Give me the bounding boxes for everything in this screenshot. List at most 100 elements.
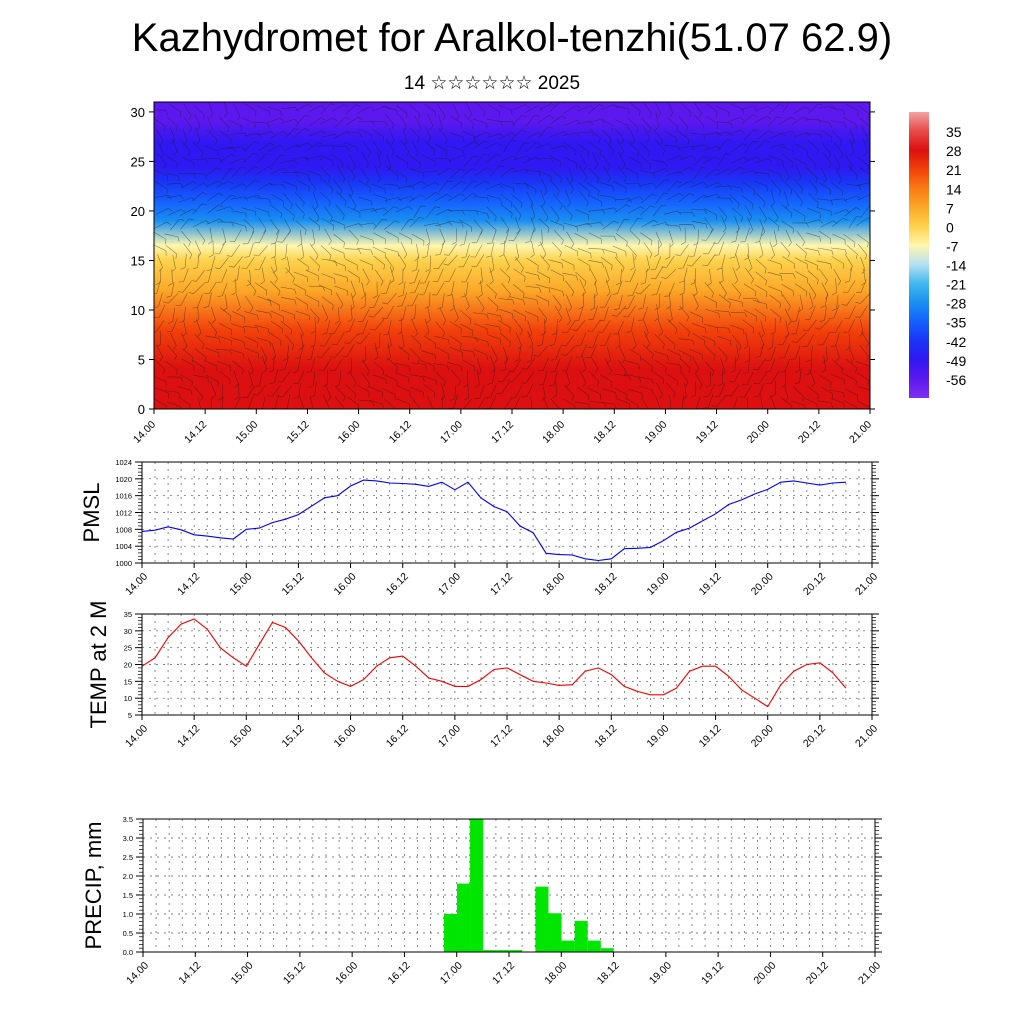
x-tick-label: 15.12 — [279, 723, 306, 750]
x-tick-label: 14.00 — [123, 571, 150, 598]
colorbar-label: 14 — [946, 181, 962, 197]
precip-bar — [587, 940, 601, 952]
x-tick-label: 17.00 — [438, 960, 465, 987]
colorbar-label: -42 — [946, 334, 966, 350]
heatmap-x-tick-label: 16.00 — [336, 419, 363, 446]
y-tick-label: 20 — [124, 661, 132, 670]
pmsl-line — [141, 479, 846, 562]
x-tick-label: 16.00 — [333, 960, 360, 987]
heatmap-y-tick-label: 5 — [138, 352, 145, 367]
y-tick-label: 5 — [128, 711, 132, 720]
colorbar-label: 7 — [946, 200, 954, 216]
y-tick-label: 1008 — [115, 525, 132, 534]
heatmap-y-tick-label: 25 — [131, 154, 145, 169]
x-tick-label: 20.12 — [801, 723, 828, 750]
x-tick-label: 17.00 — [436, 571, 463, 598]
heatmap-y-tick-label: 10 — [131, 303, 145, 318]
x-tick-label: 19.12 — [697, 571, 724, 598]
y-tick-label: 1020 — [115, 475, 132, 484]
x-tick-label: 14.12 — [175, 723, 202, 750]
x-tick-label: 18.00 — [542, 960, 569, 987]
colorbar-label: 0 — [946, 219, 954, 235]
y-tick-label: 1016 — [115, 492, 132, 501]
colorbar-label: -21 — [946, 277, 966, 293]
heatmap-x-tick-label: 21.00 — [847, 419, 874, 446]
chart-subtitle: 14 ☆☆☆☆☆☆ 2025 — [403, 73, 581, 94]
colorbar-label: -7 — [946, 238, 959, 254]
colorbar-label: -35 — [946, 315, 966, 331]
x-tick-label: 18.12 — [595, 960, 622, 987]
x-tick-label: 19.00 — [644, 571, 671, 598]
precip-bar — [548, 913, 562, 952]
x-tick-label: 20.00 — [749, 723, 776, 750]
x-tick-label: 15.12 — [279, 571, 306, 598]
y-tick-label: 3.5 — [123, 815, 133, 824]
y-tick-label: 35 — [124, 610, 132, 619]
precip-bar — [496, 950, 510, 952]
x-tick-label: 16.00 — [332, 723, 359, 750]
heatmap-y-tick-label: 15 — [131, 253, 145, 268]
x-tick-label: 18.12 — [592, 723, 619, 750]
precip-bar — [574, 920, 588, 952]
y-axis-title: PRECIP, mm — [81, 822, 106, 950]
colorbar-ramp — [909, 112, 929, 398]
cross-section-panel: 0 5 10 15 20 25 30 14.00 14.12 15.00 15.12 16.00 16.… — [131, 101, 875, 446]
x-tick-label: 15.00 — [227, 723, 254, 750]
x-tick-label: 15.00 — [227, 571, 254, 598]
colorbar-label: 28 — [946, 143, 962, 159]
heatmap-x-tick-label: 20.12 — [796, 419, 823, 446]
y-tick-label: 1000 — [115, 559, 132, 568]
heatmap-x-tick-label: 15.00 — [233, 419, 260, 446]
y-tick-label: 1012 — [115, 509, 132, 518]
x-tick-label: 16.12 — [385, 960, 412, 987]
temp-panel: 5 10 15 20 25 30 35 14.00 14.12 15.00 15.12 16.00 16… — [86, 601, 880, 750]
precip-bar — [470, 819, 484, 952]
wind-barbs — [154, 102, 870, 409]
x-tick-label: 21.00 — [853, 723, 880, 750]
x-tick-label: 16.00 — [332, 571, 359, 598]
precip-bar — [535, 886, 549, 952]
y-tick-label: 1004 — [115, 542, 132, 551]
heatmap-x-tick-label: 16.12 — [387, 419, 414, 446]
y-tick-label: 30 — [124, 627, 132, 636]
y-tick-label: 10 — [124, 694, 132, 703]
x-tick-label: 19.00 — [647, 960, 674, 987]
x-tick-label: 14.12 — [176, 960, 203, 987]
heatmap-x-tick-label: 14.00 — [131, 419, 158, 446]
y-tick-label: 1024 — [115, 458, 132, 467]
x-tick-label: 14.00 — [124, 960, 151, 987]
y-tick-label: 15 — [124, 677, 132, 686]
heatmap-x-tick-label: 20.00 — [745, 419, 772, 446]
y-axis-title: TEMP at 2 M — [86, 601, 111, 729]
y-tick-label: 0.0 — [123, 948, 133, 957]
x-tick-label: 19.00 — [644, 723, 671, 750]
y-tick-label: 0.5 — [123, 929, 133, 938]
chart-title: Kazhydromet for Aralkol-tenzhi(51.07 62.… — [131, 16, 893, 60]
colorbar: 35 28 21 14 7 0 -7 -14 -21 -28 -35 -42 -49 -56 — [909, 112, 966, 398]
y-tick-label: 1.0 — [123, 910, 133, 919]
y-tick-label: 2.0 — [123, 872, 133, 881]
heatmap-x-tick-label: 19.12 — [694, 419, 721, 446]
x-tick-label: 17.00 — [436, 723, 463, 750]
x-tick-label: 21.00 — [856, 960, 883, 987]
precip-bar — [561, 940, 575, 952]
precip-panel: 0.0 0.5 1.0 1.5 2.0 2.5 3.0 3.5 14.00 14.12 15.00 1… — [81, 815, 883, 987]
x-tick-label: 20.12 — [804, 960, 831, 987]
colorbar-label: -49 — [946, 353, 966, 369]
x-tick-label: 18.12 — [592, 571, 619, 598]
x-tick-label: 17.12 — [488, 571, 515, 598]
heatmap-x-tick-label: 19.00 — [642, 419, 669, 446]
x-tick-label: 20.00 — [751, 960, 778, 987]
temp-line — [141, 618, 847, 708]
x-tick-label: 19.12 — [699, 960, 726, 987]
x-tick-label: 15.00 — [229, 960, 256, 987]
heatmap-field — [154, 102, 870, 409]
heatmap-y-tick-label: 0 — [138, 402, 145, 417]
x-tick-label: 16.12 — [384, 571, 411, 598]
y-tick-label: 3.0 — [123, 834, 133, 843]
heatmap-x-tick-label: 14.12 — [182, 419, 209, 446]
precip-bar — [456, 883, 471, 952]
colorbar-label: 35 — [946, 124, 962, 140]
y-tick-label: 2.5 — [123, 853, 133, 862]
